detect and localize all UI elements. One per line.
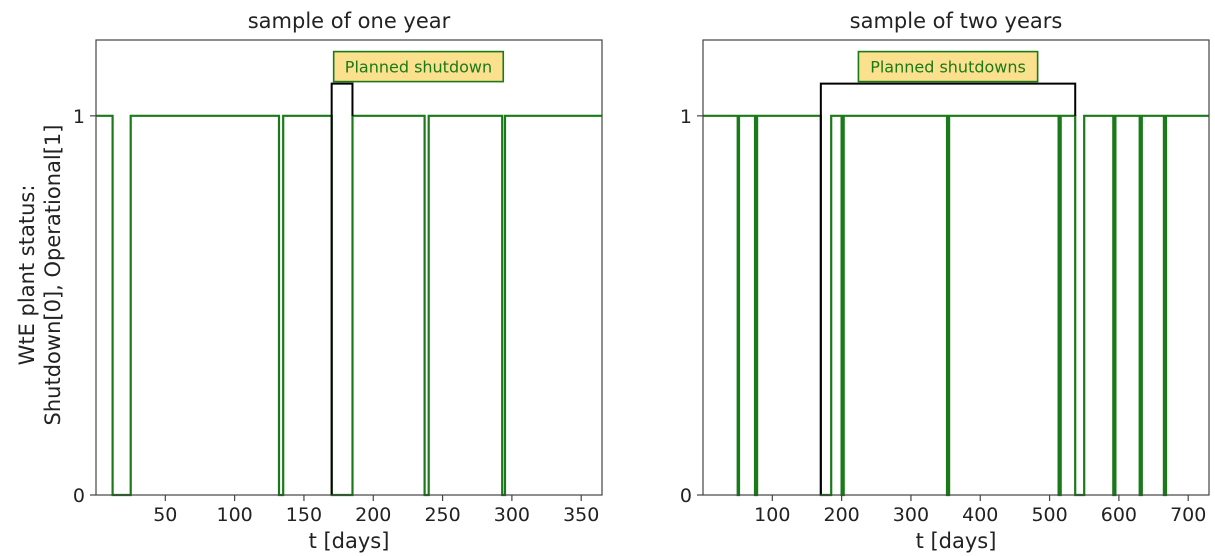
x-tick-label: 300 [494,504,530,526]
planned-shutdown-bracket [819,82,1077,495]
y-axis-label-line-1: WtE plant status: [15,185,39,366]
x-tick-label: 100 [216,504,252,526]
status-series-line [96,114,602,497]
x-tick-label: 400 [962,504,998,526]
x-tick-label: 100 [754,504,790,526]
y-tick-label: 0 [73,485,85,507]
chart-panel-two-years: sample of two years Planned shutdowns 100 2… [680,9,1210,553]
x-axis-label: t [days] [309,529,390,553]
x-tick-label: 250 [424,504,460,526]
axes-frame [702,39,1210,496]
annotation-label: Planned shutdowns [870,58,1026,77]
chart-panel-one-year: sample of one year Planned shutdown 50 100 1… [73,9,603,553]
x-tick-label: 700 [1170,504,1206,526]
x-tick-label: 350 [563,504,599,526]
chart-title: sample of one year [248,9,451,33]
x-tick-label: 600 [1101,504,1137,526]
y-tick-label: 1 [680,106,692,128]
x-tick-label: 150 [286,504,322,526]
x-tick-label: 200 [823,504,859,526]
y-axis-label-line-2: Shutdown[0], Operational[1] [41,125,65,426]
y-tick-label: 0 [680,485,692,507]
y-tick-label: 1 [73,106,85,128]
x-tick-label: 200 [355,504,391,526]
annotation-box [857,50,1039,83]
axes-frame [95,39,603,496]
annotation-label: Planned shutdown [345,58,492,77]
planned-shutdown-bracket [330,82,354,495]
x-tick-label: 500 [1031,504,1067,526]
annotation-box [332,50,505,83]
chart-title: sample of two years [850,9,1063,33]
x-tick-label: 50 [153,504,177,526]
x-tick-label: 300 [893,504,929,526]
x-axis-label: t [days] [916,529,997,553]
status-series-line [703,114,1209,497]
